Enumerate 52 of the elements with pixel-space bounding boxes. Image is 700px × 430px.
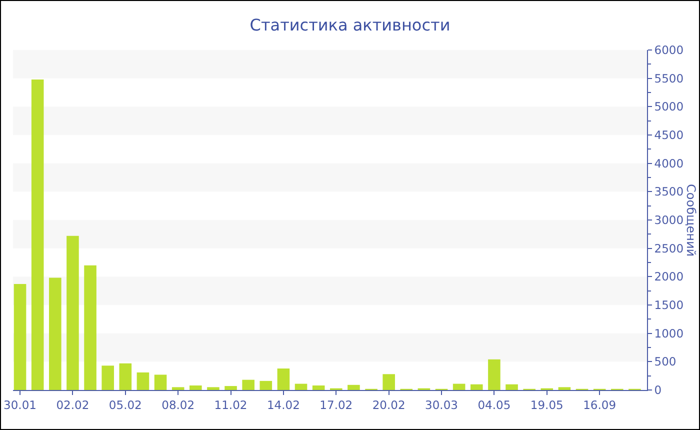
- bar: [102, 366, 114, 390]
- x-tick-label: 19.05: [530, 398, 564, 412]
- x-tick-label: 20.02: [372, 398, 406, 412]
- bar: [488, 359, 500, 390]
- bar: [224, 386, 237, 390]
- bar: [558, 387, 571, 390]
- bar: [119, 363, 132, 390]
- y-tick-label: 5000: [654, 100, 684, 114]
- bar: [66, 236, 79, 390]
- y-tick-label: 3000: [654, 213, 684, 228]
- x-tick-label: 30.03: [425, 398, 458, 412]
- y-tick-label: 0: [654, 383, 662, 398]
- x-tick-label: 05.02: [108, 398, 142, 412]
- bar: [277, 368, 290, 390]
- y-tick-label: 4500: [654, 128, 684, 142]
- bar: [136, 372, 150, 390]
- y-tick-label: 6000: [654, 43, 684, 58]
- bar: [49, 278, 62, 390]
- bar: [294, 384, 308, 390]
- bar: [260, 380, 272, 390]
- bar: [242, 380, 254, 390]
- bar: [154, 374, 167, 390]
- x-tick-label: 17.02: [320, 398, 353, 412]
- x-tick-label: 14.02: [266, 398, 300, 412]
- bar: [190, 385, 202, 390]
- x-tick-label: 02.02: [56, 398, 90, 412]
- y-tick-label: 500: [654, 354, 676, 369]
- bar: [506, 384, 518, 390]
- y-tick-label: 2000: [654, 270, 684, 284]
- chart-title: Статистика активности: [250, 16, 450, 35]
- x-tick-label: 30.01: [4, 398, 36, 412]
- y-tick-label: 1500: [654, 298, 684, 312]
- y-axis-title: Сообщений: [684, 184, 698, 257]
- y-tick-label: 4000: [654, 156, 684, 170]
- y-tick-label: 1000: [654, 326, 684, 340]
- x-tick-label: 08.02: [162, 398, 195, 412]
- bar: [470, 384, 483, 390]
- bar: [348, 384, 360, 390]
- y-tick-label: 3500: [654, 184, 684, 199]
- bar: [382, 374, 395, 390]
- x-tick-label: 04.05: [478, 398, 511, 412]
- bar: [312, 385, 325, 390]
- y-tick-label: 5500: [654, 71, 684, 86]
- bar: [31, 79, 44, 390]
- y-tick-label: 2500: [654, 241, 684, 256]
- bar: [84, 265, 96, 390]
- bar: [452, 384, 466, 390]
- bar: [14, 284, 26, 390]
- bar: [172, 387, 184, 390]
- bar: [207, 387, 220, 390]
- x-tick-label: 11.02: [214, 398, 248, 412]
- x-tick-label: 16.09: [583, 398, 616, 412]
